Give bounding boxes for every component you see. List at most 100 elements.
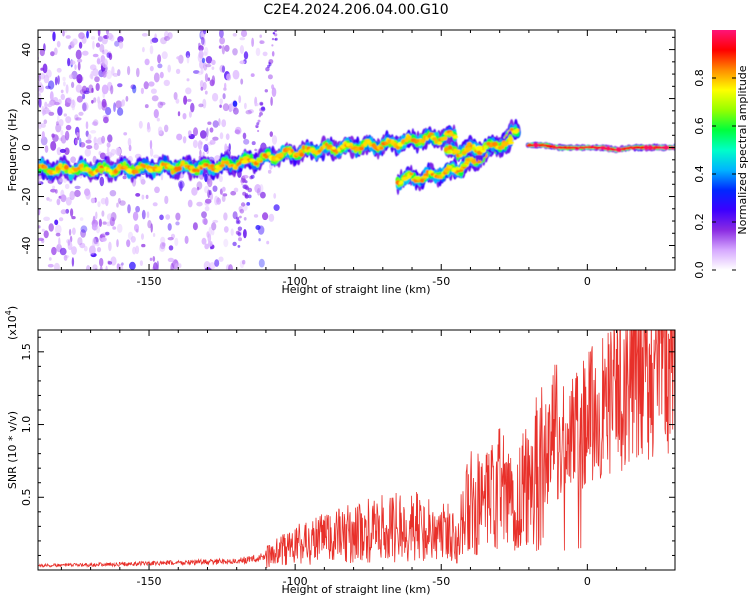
ridge-blob bbox=[170, 170, 175, 175]
noise-blob bbox=[150, 223, 153, 233]
noise-blob bbox=[110, 148, 117, 156]
noise-blob bbox=[106, 52, 111, 58]
noise-blob bbox=[102, 221, 107, 225]
ridge-hotspot bbox=[331, 146, 336, 150]
noise-blob bbox=[260, 191, 266, 199]
noise-blob bbox=[186, 54, 190, 64]
noise-blob bbox=[254, 102, 259, 107]
noise-blob bbox=[76, 95, 83, 103]
ridge-blob bbox=[58, 162, 63, 169]
noise-blob bbox=[79, 142, 86, 148]
noise-blob bbox=[145, 194, 149, 199]
noise-blob bbox=[20, 212, 23, 222]
noise-blob bbox=[168, 245, 174, 251]
ridge-blob bbox=[63, 164, 70, 170]
spectrogram-xtick-label: -50 bbox=[432, 275, 450, 288]
noise-blob bbox=[138, 120, 143, 129]
noise-blob bbox=[153, 262, 158, 270]
noise-blob bbox=[42, 63, 48, 74]
noise-blob bbox=[48, 198, 53, 202]
noise-blob bbox=[108, 241, 112, 252]
noise-blob bbox=[254, 148, 257, 152]
noise-blob bbox=[173, 92, 178, 100]
noise-blob bbox=[74, 114, 79, 121]
noise-blob bbox=[228, 143, 231, 152]
noise-blob bbox=[244, 102, 247, 110]
ridge-blob bbox=[399, 180, 404, 184]
noise-blob bbox=[255, 47, 261, 57]
ridge-hotspot bbox=[647, 145, 654, 151]
noise-blob bbox=[216, 197, 222, 205]
ridge-blob bbox=[286, 147, 291, 152]
noise-blob bbox=[121, 262, 124, 266]
noise-blob bbox=[219, 64, 226, 73]
noise-blob bbox=[95, 225, 101, 234]
noise-blob bbox=[271, 135, 278, 145]
colorbar-tick-label: 0.6 bbox=[693, 117, 706, 135]
ridge-blob bbox=[409, 172, 414, 176]
noise-blob bbox=[259, 40, 265, 44]
noise-blob bbox=[232, 100, 238, 107]
noise-blob bbox=[222, 193, 228, 197]
noise-blob bbox=[274, 38, 277, 41]
noise-blob bbox=[267, 64, 271, 68]
noise-blob bbox=[53, 47, 58, 56]
noise-blob bbox=[239, 45, 244, 54]
noise-blob bbox=[187, 130, 192, 137]
noise-blob bbox=[233, 187, 239, 193]
noise-blob bbox=[30, 31, 33, 41]
noise-blob bbox=[69, 60, 76, 65]
noise-blob bbox=[142, 46, 145, 53]
noise-blob bbox=[58, 217, 64, 222]
noise-blob bbox=[139, 176, 145, 182]
noise-blob bbox=[159, 242, 166, 250]
noise-blob bbox=[209, 127, 214, 133]
noise-blob bbox=[203, 62, 208, 71]
noise-blob bbox=[148, 81, 155, 87]
noise-blob bbox=[105, 265, 108, 270]
ridge-blob bbox=[420, 138, 426, 144]
noise-blob bbox=[99, 176, 105, 187]
noise-blob bbox=[211, 66, 215, 70]
noise-blob bbox=[54, 219, 59, 226]
noise-blob bbox=[53, 262, 60, 270]
noise-blob bbox=[143, 81, 149, 90]
noise-blob bbox=[22, 179, 28, 186]
ridge-blob bbox=[404, 137, 409, 142]
noise-blob bbox=[259, 184, 264, 193]
noise-blob bbox=[44, 145, 49, 153]
noise-blob bbox=[268, 213, 275, 222]
noise-blob bbox=[218, 45, 222, 49]
noise-blob bbox=[38, 179, 41, 185]
ridge-blob bbox=[122, 165, 128, 169]
noise-blob bbox=[141, 233, 144, 240]
noise-blob bbox=[191, 187, 198, 196]
noise-blob bbox=[199, 149, 202, 157]
noise-blob bbox=[29, 115, 34, 125]
noise-blob bbox=[202, 217, 208, 225]
noise-blob bbox=[90, 197, 96, 204]
noise-blob bbox=[175, 98, 180, 104]
ridge-blob bbox=[205, 163, 209, 167]
noise-blob bbox=[55, 121, 59, 126]
ridge-hotspot bbox=[249, 158, 256, 162]
noise-blob bbox=[141, 33, 148, 37]
noise-blob bbox=[106, 213, 113, 221]
noise-blob bbox=[85, 139, 92, 144]
noise-blob bbox=[192, 139, 198, 149]
ridge-blob bbox=[238, 161, 242, 166]
ridge-blob bbox=[437, 141, 443, 146]
noise-blob bbox=[99, 43, 105, 53]
colorbar-tick-label: 0.2 bbox=[693, 213, 706, 231]
noise-blob bbox=[50, 141, 57, 151]
noise-blob bbox=[149, 139, 153, 150]
noise-blob bbox=[69, 235, 73, 243]
noise-blob bbox=[269, 131, 273, 137]
noise-blob bbox=[38, 97, 42, 108]
noise-blob bbox=[54, 189, 58, 194]
noise-blob bbox=[236, 216, 240, 220]
ridge-hotspot bbox=[475, 145, 483, 151]
ridge-hotspot bbox=[81, 167, 87, 172]
noise-blob bbox=[239, 209, 245, 214]
noise-blob bbox=[98, 35, 104, 42]
